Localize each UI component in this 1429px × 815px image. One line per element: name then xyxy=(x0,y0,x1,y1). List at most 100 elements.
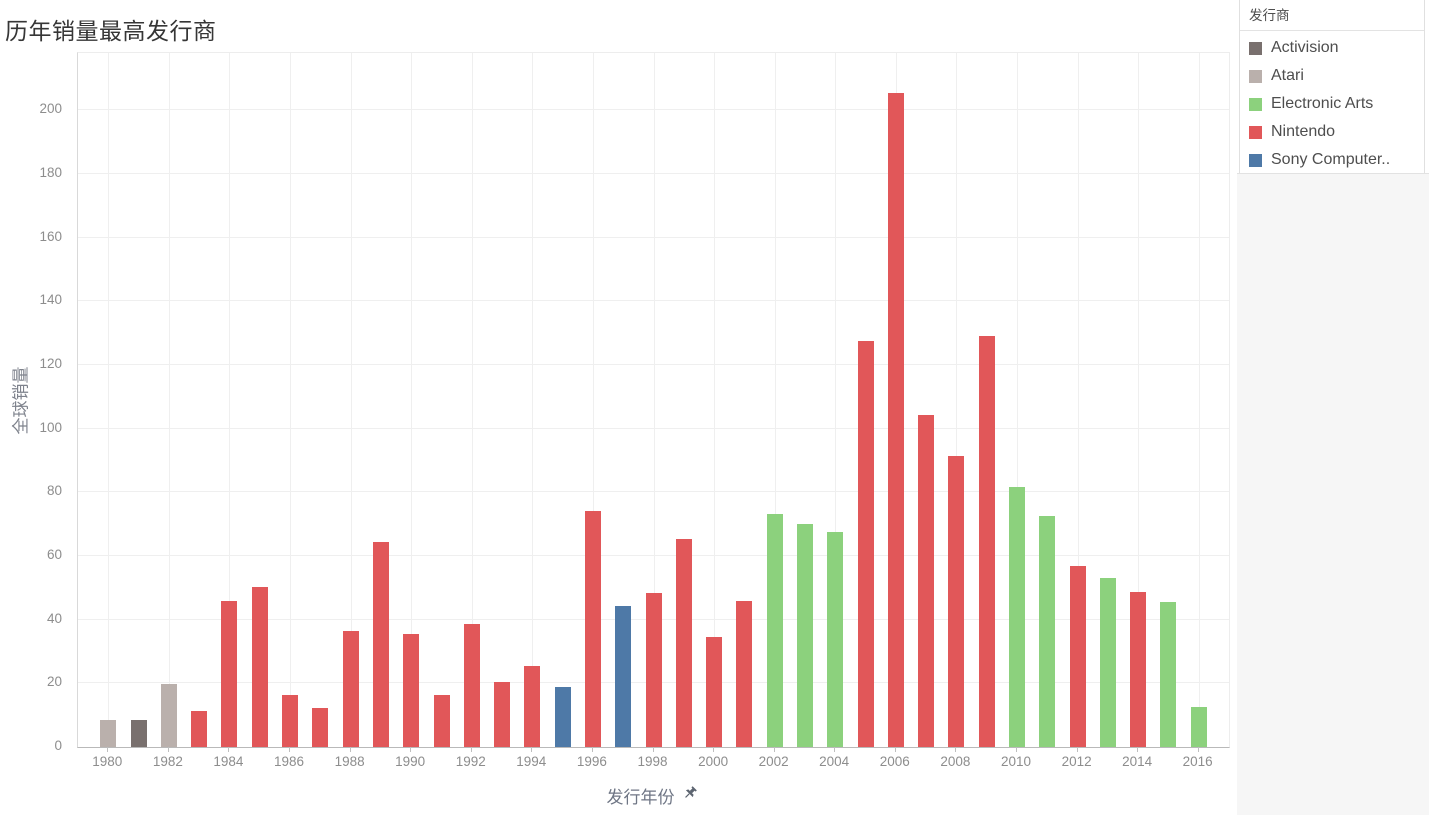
x-tick-label-2002: 2002 xyxy=(758,754,789,769)
bar-2010-electronic-arts[interactable] xyxy=(1009,487,1025,747)
bar-1985-nintendo[interactable] xyxy=(251,586,268,747)
y-tick-label-100: 100 xyxy=(39,419,62,435)
legend-items: Activision Atari Electronic Arts Nintendo So… xyxy=(1240,31,1424,174)
bar-1989-nintendo[interactable] xyxy=(372,541,389,747)
y-tick-label-20: 20 xyxy=(46,674,62,690)
legend-item-label: Atari xyxy=(1271,67,1304,84)
legend-item-label: Sony Computer.. xyxy=(1271,151,1391,168)
bar-2003-electronic-arts[interactable] xyxy=(796,524,813,747)
bar-2007-nintendo[interactable] xyxy=(918,415,935,747)
gridline-v-1986 xyxy=(290,53,291,747)
x-tick-mark-1992 xyxy=(470,747,472,752)
bar-1991-nintendo[interactable] xyxy=(433,695,450,747)
bar-2005-nintendo[interactable] xyxy=(857,341,874,747)
x-tick-label-1984: 1984 xyxy=(213,754,244,769)
bar-2006-nintendo[interactable] xyxy=(887,92,904,747)
bar-2002-electronic-arts[interactable] xyxy=(766,514,783,747)
bar-1990-nintendo[interactable] xyxy=(403,633,420,747)
legend-swatch xyxy=(1249,97,1262,111)
bar-1987-nintendo[interactable] xyxy=(312,707,329,747)
x-tick-mark-2012 xyxy=(1076,747,1078,752)
gridline-v-2004 xyxy=(835,53,837,747)
x-tick-label-2000: 2000 xyxy=(698,754,729,769)
bar-1981-activision[interactable] xyxy=(130,719,147,747)
bar-2012-nintendo[interactable] xyxy=(1069,565,1086,747)
bar-2008-nintendo[interactable] xyxy=(948,456,965,747)
bar-1993-nintendo[interactable] xyxy=(494,682,511,747)
gridline-v-1980 xyxy=(108,53,110,747)
pushpin-icon[interactable] xyxy=(682,785,698,806)
x-tick-label-2014: 2014 xyxy=(1122,754,1153,769)
bar-2000-nintendo[interactable] xyxy=(706,636,723,747)
bar-2016-electronic-arts[interactable] xyxy=(1190,706,1207,747)
legend-item-electronic-arts[interactable]: Electronic Arts xyxy=(1240,90,1424,118)
x-tick-mark-2004 xyxy=(834,747,836,752)
legend-card: 发行商 Activision Atari Electronic Arts Ninten… xyxy=(1239,0,1425,173)
bar-2001-nintendo[interactable] xyxy=(736,600,753,747)
gridline-v-1994 xyxy=(532,53,534,747)
bar-1999-nintendo[interactable] xyxy=(675,538,692,747)
x-tick-label-1990: 1990 xyxy=(395,754,426,769)
legend-title: 发行商 xyxy=(1240,0,1424,31)
y-tick-label-180: 180 xyxy=(39,164,62,180)
x-axis-title-label: 发行年份 xyxy=(606,788,675,807)
bar-2014-nintendo[interactable] xyxy=(1130,591,1147,747)
x-tick-mark-1980 xyxy=(107,747,109,752)
x-tick-mark-2000 xyxy=(713,747,715,752)
bar-1988-nintendo[interactable] xyxy=(342,630,359,747)
x-tick-label-2016: 2016 xyxy=(1182,754,1213,769)
legend-swatch xyxy=(1249,41,1262,55)
gridline-v-2008 xyxy=(956,53,958,747)
bar-1995-sony-computer[interactable] xyxy=(554,687,571,747)
gridline-v-1984 xyxy=(229,53,231,747)
y-tick-label-200: 200 xyxy=(39,101,62,117)
bar-2011-electronic-arts[interactable] xyxy=(1039,515,1056,747)
legend-swatch xyxy=(1249,69,1262,83)
x-tick-label-1996: 1996 xyxy=(576,754,607,769)
legend-item-label: Activision xyxy=(1271,39,1339,56)
legend-item-activision[interactable]: Activision xyxy=(1240,34,1424,62)
y-tick-label-40: 40 xyxy=(46,610,62,626)
gridline-v-2012 xyxy=(1077,53,1079,747)
x-tick-label-1982: 1982 xyxy=(152,754,183,769)
bar-1992-nintendo[interactable] xyxy=(463,623,480,747)
legend-item-atari[interactable]: Atari xyxy=(1240,62,1424,90)
plot-pane xyxy=(77,52,1230,748)
legend-panel-lower xyxy=(1237,173,1429,815)
page-title: 历年销量最高发行商 xyxy=(5,18,217,44)
x-tick-label-2006: 2006 xyxy=(879,754,910,769)
y-tick-label-160: 160 xyxy=(39,228,62,244)
x-tick-mark-1996 xyxy=(591,747,593,752)
gridline-v-1992 xyxy=(471,53,473,747)
legend-item-label: Electronic Arts xyxy=(1271,95,1374,112)
x-tick-label-1994: 1994 xyxy=(516,754,547,769)
bar-2009-nintendo[interactable] xyxy=(978,336,995,747)
bar-1996-nintendo[interactable] xyxy=(584,511,601,747)
bar-1980-atari[interactable] xyxy=(100,719,117,747)
bar-2004-electronic-arts[interactable] xyxy=(827,531,844,747)
x-tick-label-1988: 1988 xyxy=(334,754,365,769)
x-tick-mark-1994 xyxy=(531,747,533,752)
y-tick-label-80: 80 xyxy=(46,483,62,499)
x-tick-label-2008: 2008 xyxy=(940,754,971,769)
bar-1982-atari[interactable] xyxy=(160,684,177,747)
bar-1998-nintendo[interactable] xyxy=(645,592,662,747)
bar-2013-electronic-arts[interactable] xyxy=(1099,578,1116,747)
bar-1997-sony-computer[interactable] xyxy=(615,606,632,747)
legend-item-nintendo[interactable]: Nintendo xyxy=(1240,118,1424,146)
bar-1994-nintendo[interactable] xyxy=(524,665,541,747)
bar-1984-nintendo[interactable] xyxy=(221,601,238,747)
x-tick-mark-1984 xyxy=(228,747,230,752)
gridline-v-1990 xyxy=(411,53,413,747)
x-tick-mark-1986 xyxy=(289,747,290,752)
bar-1986-nintendo[interactable] xyxy=(282,694,298,747)
x-tick-mark-2016 xyxy=(1197,747,1199,752)
bar-2015-electronic-arts[interactable] xyxy=(1160,601,1177,747)
x-tick-mark-2010 xyxy=(1016,747,1017,752)
x-tick-label-1992: 1992 xyxy=(455,754,486,769)
gridline-v-2000 xyxy=(714,53,716,747)
legend-swatch xyxy=(1249,153,1262,167)
gridline-v-2010 xyxy=(1017,53,1018,747)
bar-1983-nintendo[interactable] xyxy=(191,711,208,747)
legend-item-sony-computer[interactable]: Sony Computer.. xyxy=(1240,146,1424,174)
